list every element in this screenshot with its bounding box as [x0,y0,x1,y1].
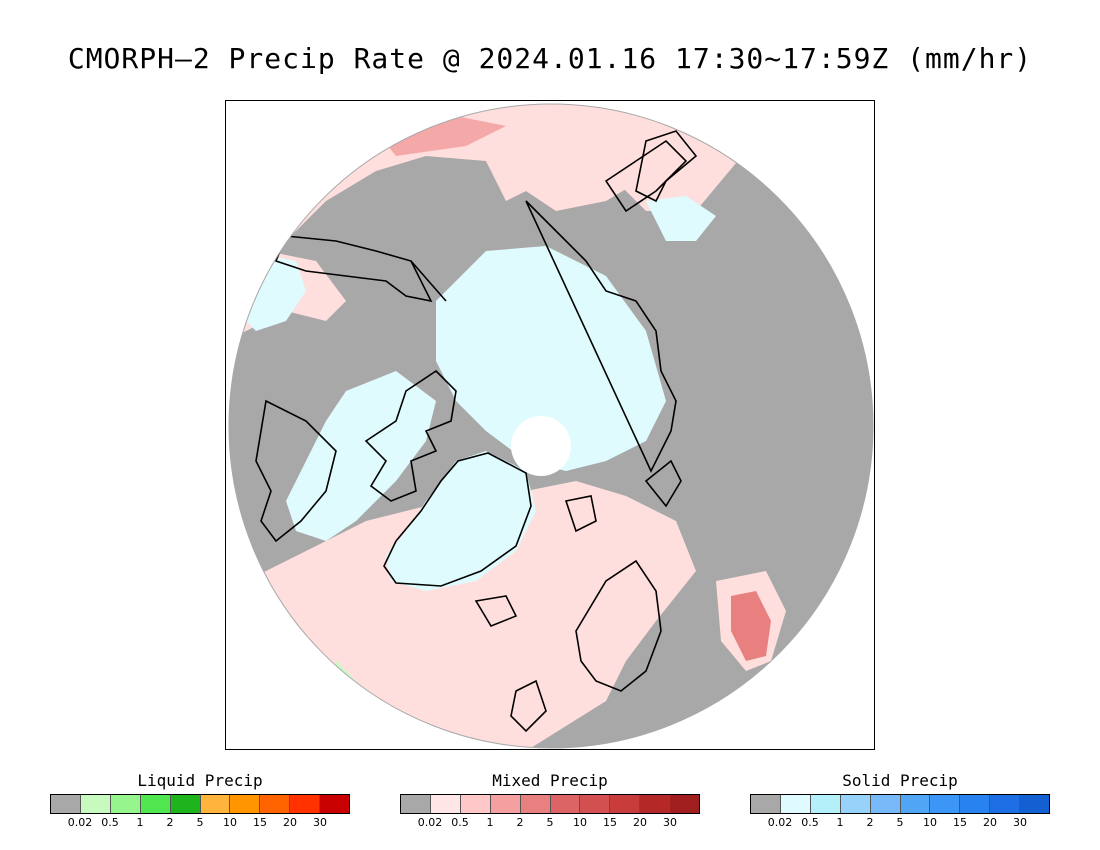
legend-swatch [840,795,871,813]
legend-swatch [290,795,321,813]
legend-swatch [140,795,171,813]
solid-precip-greenland [386,451,536,591]
legend-swatch [930,795,961,813]
canada-archipelago-coast [364,369,457,502]
legend-swatch [990,795,1021,813]
legend-swatch [900,795,931,813]
polar-precip-map [225,100,875,750]
legend-tick-label: 15 [603,816,617,829]
legend-swatch [200,795,231,813]
solid-precip-chukotka [646,196,716,241]
legend-tick-label: 20 [283,816,297,829]
legend-swatch [1020,795,1050,813]
legend-tick-label: 1 [486,816,494,829]
legend-swatch [670,795,700,813]
legend-swatch [490,795,521,813]
kamchatka-coast [635,130,698,203]
legend-swatch [960,795,991,813]
legend-swatch [401,795,431,813]
legend-tick-label: 15 [253,816,267,829]
map-disk-edge [228,103,874,749]
legend-title: Solid Precip [842,771,958,790]
legend-swatch [320,795,350,813]
legend-ticks: 0.02 0.5 1 2 5 10 15 20 30 [400,814,700,830]
legend-swatch [110,795,141,813]
legend-tick-label: 0.5 [451,816,469,829]
mixed-precip-siberia-core [731,591,771,661]
legend-swatch [80,795,111,813]
legend-swatch [640,795,671,813]
legend-tick-label: 5 [546,816,554,829]
legend-solid: Solid Precip 0.02 0.5 1 2 5 10 15 20 30 [750,772,1050,830]
legend-title: Mixed Precip [492,771,608,790]
legend-tick-label: 0.5 [101,816,119,829]
legend-swatch [51,795,81,813]
solid-precip-arctic-ocean [436,246,666,471]
north-pole-gap [511,416,571,476]
legend-color-bar [50,794,350,814]
legend-ticks: 0.02 0.5 1 2 5 10 15 20 30 [50,814,350,830]
legend-color-bar [750,794,1050,814]
hudson-bay-coast [255,399,337,543]
legend-color-bar [400,794,700,814]
legend-tick-label: 30 [313,816,327,829]
legend-liquid: Liquid Precip 0.02 0.5 1 2 5 10 15 20 30 [50,772,350,830]
legend-tick-label: 2 [516,816,524,829]
legend-swatch [430,795,461,813]
legend-tick-label: 10 [223,816,237,829]
legend-swatch [810,795,841,813]
legend-tick-label: 1 [136,816,144,829]
legend-swatch [580,795,611,813]
legend-ticks: 0.02 0.5 1 2 5 10 15 20 30 [750,814,1050,830]
legend-swatch [870,795,901,813]
legend-swatch [230,795,261,813]
legend-tick-label: 5 [896,816,904,829]
legend-tick-label: 20 [983,816,997,829]
legend-tick-label: 1 [836,816,844,829]
map-title: CMORPH–2 Precip Rate @ 2024.01.16 17:30~… [67,42,1033,75]
legend-tick-label: 2 [166,816,174,829]
legend-title: Liquid Precip [137,771,263,790]
legend-mixed: Mixed Precip 0.02 0.5 1 2 5 10 15 20 30 [400,772,700,830]
legend-swatch [550,795,581,813]
chukotka-coast [604,139,688,213]
alaska-canada-border [410,260,447,302]
legend-swatch [780,795,811,813]
legend-tick-label: 0.5 [801,816,819,829]
greenland-coast [383,452,532,587]
legend-tick-label: 0.02 [417,816,443,829]
legend-swatch [460,795,491,813]
legend-tick-label: 10 [573,816,587,829]
legend-tick-label: 0.02 [767,816,793,829]
legend-tick-label: 20 [633,816,647,829]
legend-tick-label: 5 [196,816,204,829]
svalbard-coast [564,495,597,533]
polar-map-svg [228,103,874,749]
legend-tick-label: 30 [1013,816,1027,829]
legend-tick-label: 0.02 [67,816,93,829]
scandinavia-coast [575,559,662,692]
alaska-coast [274,235,433,303]
legend-tick-label: 15 [953,816,967,829]
legend-tick-label: 10 [923,816,937,829]
legend-tick-label: 2 [866,816,874,829]
siberia-east-coast [525,200,677,473]
uk-coast [510,679,547,733]
iceland-coast [474,595,518,627]
legend-tick-label: 30 [663,816,677,829]
legend-swatch [260,795,291,813]
legend-swatch [170,795,201,813]
legend-swatch [610,795,641,813]
legend-swatch [520,795,551,813]
legend-swatch [751,795,781,813]
coastlines [255,130,698,733]
novaya-zemlya-coast [644,459,682,508]
